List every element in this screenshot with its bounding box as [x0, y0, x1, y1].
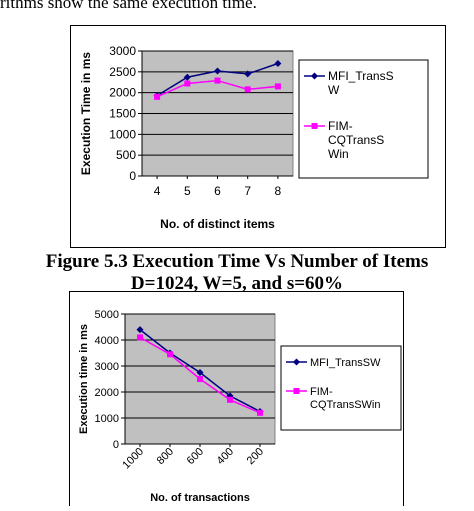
- y-tick-label: 0: [129, 169, 136, 183]
- x-tick-label: 600: [185, 446, 206, 467]
- x-tick-label: 8: [275, 184, 282, 198]
- x-tick-label: 1000: [120, 446, 146, 472]
- x-axis-title: No. of transactions: [150, 492, 250, 504]
- x-tick-label: 4: [154, 184, 161, 198]
- data-point-diamond: [293, 358, 300, 366]
- data-point-diamond: [311, 72, 318, 80]
- body-text-line: rithms show the same execution time.: [0, 0, 257, 12]
- legend-box: [298, 59, 429, 179]
- data-point-square: [257, 409, 263, 416]
- data-point-square: [154, 93, 161, 100]
- y-tick-label: 0: [113, 439, 119, 451]
- legend-label: W: [328, 83, 340, 97]
- data-point-diamond: [136, 326, 144, 334]
- x-axis-title: No. of distinct items: [160, 217, 275, 231]
- data-point-square: [227, 396, 233, 403]
- y-tick-label: 1500: [109, 107, 136, 121]
- data-point-square: [184, 80, 191, 87]
- data-point-square: [274, 83, 281, 90]
- x-tick-label: 5: [184, 184, 191, 198]
- data-point-diamond: [214, 67, 221, 75]
- legend-label: CQTransSWin: [310, 399, 381, 411]
- figure-caption-parameters: D=1024, W=5, and s=60%: [130, 273, 344, 294]
- y-tick-label: 5000: [95, 309, 119, 321]
- data-point-diamond: [196, 369, 204, 376]
- y-tick-label: 500: [116, 148, 136, 162]
- legend-box: [280, 345, 402, 431]
- legend-label: FIM-: [328, 119, 353, 133]
- y-tick-label: 4000: [95, 335, 119, 347]
- data-point-square: [137, 334, 143, 341]
- data-point-square: [293, 388, 300, 394]
- x-tick-label: 6: [214, 184, 221, 198]
- data-point-square: [214, 77, 221, 84]
- legend-label: MFI_TransSW: [310, 357, 381, 369]
- legend-label: Win: [328, 147, 349, 161]
- y-axis-title: Execution Time in ms: [79, 52, 93, 175]
- figure-caption: Figure 5.3 Execution Time Vs Number of I…: [45, 251, 429, 272]
- y-tick-label: 2000: [95, 387, 119, 399]
- y-tick-label: 3000: [109, 44, 136, 58]
- data-point-square: [197, 376, 203, 382]
- x-tick-label: 400: [215, 446, 236, 467]
- y-tick-label: 1000: [95, 413, 119, 425]
- legend-label: FIM-: [310, 386, 333, 398]
- x-tick-label: 7: [244, 184, 251, 198]
- chart-svg: 0 500 1000 1500 2000 2500 3000 4 5 6 7 8 Execution T…: [79, 44, 429, 231]
- y-tick-label: 2500: [109, 65, 136, 79]
- y-tick-label: 1000: [109, 127, 136, 141]
- legend-label: MFI_TransS: [328, 69, 394, 83]
- data-point-square: [167, 351, 173, 358]
- data-point-square: [244, 86, 251, 93]
- data-point-diamond: [244, 70, 252, 78]
- y-tick-label: 3000: [95, 361, 119, 373]
- data-point-square: [311, 123, 318, 129]
- y-tick-label: 2000: [109, 86, 136, 100]
- data-point-diamond: [274, 60, 282, 67]
- figure-5-3-chart: 0 500 1000 1500 2000 2500 3000 4 5 6 7 8 Execution T…: [70, 25, 446, 248]
- legend-label: CQTransS: [328, 133, 384, 147]
- x-tick-label: 200: [245, 446, 266, 467]
- transactions-chart: 0 1000 2000 3000 4000 5000 1000 800 600 400 200 Exe…: [69, 291, 404, 506]
- data-point-diamond: [183, 73, 191, 81]
- x-tick-label: 800: [155, 446, 176, 467]
- y-axis-title: Execution time in ms: [78, 324, 90, 434]
